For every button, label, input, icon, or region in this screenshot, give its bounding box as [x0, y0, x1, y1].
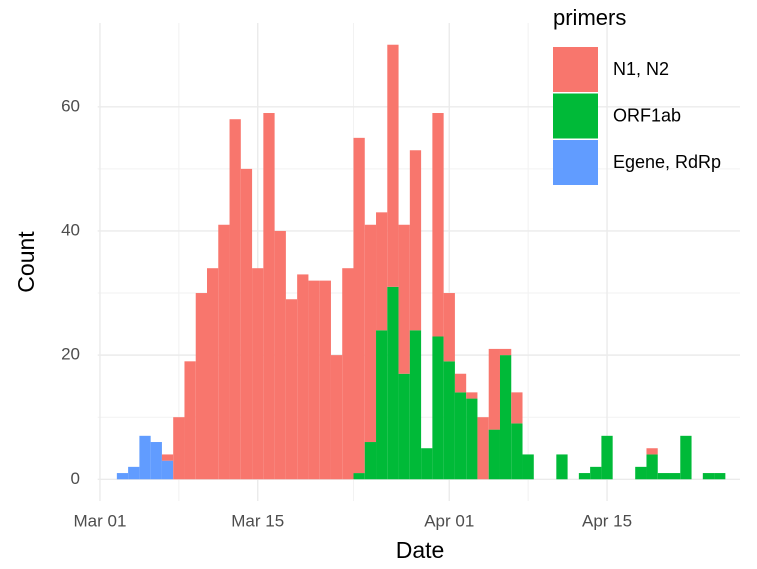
bar	[657, 473, 670, 480]
bar	[229, 119, 241, 480]
bar	[161, 460, 174, 480]
bar	[297, 274, 309, 480]
legend-label: ORF1ab	[613, 105, 681, 125]
bar	[601, 435, 613, 480]
bar	[330, 355, 343, 480]
bar	[207, 268, 219, 480]
bars	[116, 44, 726, 480]
legend: N1, N2 ORF1ab Egene, RdRp	[553, 47, 721, 185]
bar	[421, 448, 433, 480]
bar	[714, 473, 726, 480]
bar	[353, 473, 365, 480]
x-axis-title: Date	[396, 537, 445, 563]
bar	[669, 473, 681, 480]
bar	[466, 392, 478, 399]
bar	[240, 168, 253, 480]
y-tick-label: 60	[61, 96, 80, 115]
y-tick-label: 20	[61, 345, 80, 364]
y-axis-title: Count	[13, 231, 39, 293]
bar	[646, 454, 658, 480]
bar	[116, 473, 129, 480]
bar	[646, 448, 658, 455]
bar	[342, 268, 354, 480]
bar	[680, 435, 692, 480]
bar	[578, 473, 591, 480]
bar	[511, 392, 523, 424]
bar	[511, 423, 523, 480]
bar	[398, 224, 410, 374]
x-tick-label: Apr 15	[582, 511, 632, 530]
bar	[454, 373, 467, 393]
bar	[195, 293, 208, 480]
bar	[432, 113, 444, 337]
legend-swatch	[553, 93, 598, 139]
bar	[477, 417, 489, 480]
bar	[590, 466, 602, 480]
bar	[702, 473, 715, 480]
bar	[432, 336, 444, 480]
bar	[387, 44, 399, 287]
bar	[499, 355, 512, 480]
bar	[364, 224, 377, 443]
bar	[139, 435, 151, 480]
bar	[128, 466, 140, 480]
bar	[285, 299, 298, 480]
bar	[466, 398, 478, 480]
x-tick-label: Mar 01	[73, 511, 126, 530]
bar	[522, 454, 534, 480]
bar	[150, 442, 162, 480]
bar	[274, 230, 286, 480]
legend-title: primers	[553, 5, 626, 30]
y-tick-label: 0	[71, 469, 80, 488]
x-tick-label: Mar 15	[231, 511, 284, 530]
bar	[353, 137, 365, 474]
bar	[454, 392, 467, 480]
x-tick-label: Apr 01	[424, 511, 474, 530]
bar	[161, 454, 174, 461]
legend-swatch	[553, 140, 598, 185]
legend-label: N1, N2	[613, 59, 669, 79]
bar	[443, 293, 455, 362]
bar	[308, 280, 320, 480]
legend-swatch	[553, 47, 598, 92]
bar	[218, 224, 230, 480]
bar	[184, 361, 196, 480]
bar	[398, 373, 410, 480]
bar	[252, 268, 264, 480]
bar	[443, 361, 455, 480]
bar	[556, 454, 568, 480]
bar	[635, 466, 647, 480]
bar	[263, 113, 275, 480]
bar	[488, 348, 500, 430]
y-tick-label: 40	[61, 220, 80, 239]
bar	[173, 417, 185, 480]
bar	[409, 150, 422, 331]
bar	[364, 442, 377, 480]
bar	[387, 286, 399, 480]
bar	[409, 330, 422, 480]
bar	[488, 429, 500, 480]
bar	[499, 348, 512, 356]
bar	[376, 330, 388, 480]
legend-label: Egene, RdRp	[613, 152, 721, 172]
bar	[319, 280, 331, 480]
bar	[376, 212, 388, 331]
